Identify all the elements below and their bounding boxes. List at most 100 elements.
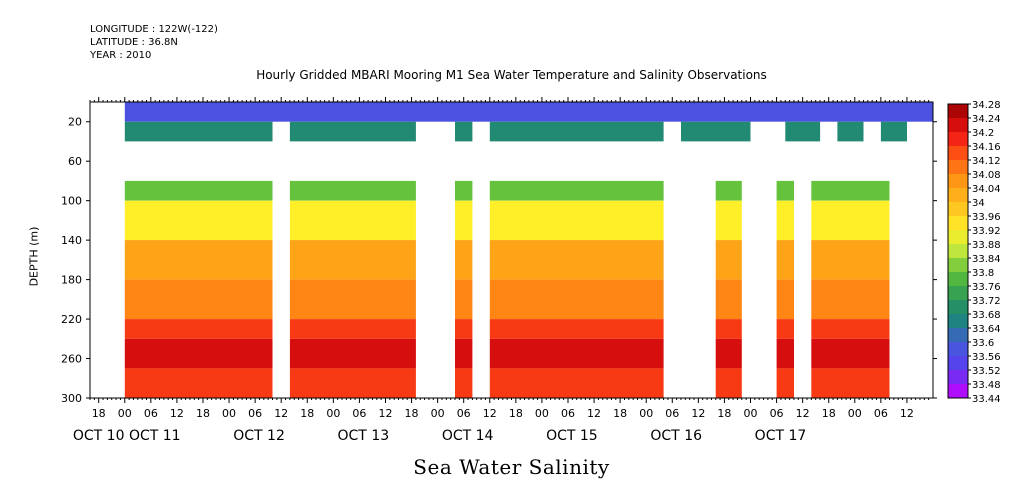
colorbar-swatch [948,328,968,343]
x-hour-label: 06 [144,407,158,420]
colorbar-label: 34 [972,198,985,209]
x-hour-label: 00 [431,407,445,420]
x-hour-label: 12 [170,407,184,420]
x-hour-label: 12 [483,407,497,420]
data-cell [715,338,742,369]
data-cell [489,180,664,201]
colorbar-label: 34.12 [972,156,1001,167]
colorbar-swatch [948,342,968,357]
data-cell [811,240,890,280]
x-date-label: OCT 13 [338,428,390,444]
data-cell [715,319,742,339]
x-hour-label: 18 [613,407,627,420]
colorbar-label: 34.04 [972,184,1001,195]
data-cell [489,368,664,398]
colorbar-swatch [948,258,968,273]
data-cell [289,121,416,142]
data-cell [455,121,473,142]
x-hour-label: 12 [274,407,288,420]
colorbar-swatch [948,286,968,301]
x-date-label: OCT 17 [755,428,807,444]
colorbar-swatch [948,230,968,245]
data-cell [289,180,416,201]
colorbar-label: 34.24 [972,114,1001,125]
data-cell [289,338,416,369]
colorbar-label: 34.16 [972,142,1001,153]
data-cell [124,121,273,142]
data-cell [489,319,664,339]
colorbar-label: 33.64 [972,324,1001,335]
y-tick-label: 180 [61,274,82,287]
x-hour-label: 18 [405,407,419,420]
x-hour-label: 18 [822,407,836,420]
colorbar-label: 33.72 [972,296,1001,307]
x-axis-title: Sea Water Salinity [413,455,610,479]
y-tick-label: 260 [61,353,82,366]
colorbar-swatch [948,160,968,175]
data-cell [124,368,273,398]
x-hour-label: 06 [352,407,366,420]
colorbar-label: 34.2 [972,128,994,139]
colorbar-label: 33.52 [972,366,1001,377]
colorbar-swatch [948,272,968,287]
colorbar-swatch [948,132,968,147]
colorbar-swatch [948,118,968,133]
colorbar-swatch [948,244,968,259]
data-cell [776,240,794,280]
colorbar-label: 33.56 [972,352,1001,363]
y-tick-label: 220 [61,313,82,326]
x-hour-label: 12 [691,407,705,420]
year-label: YEAR : 2010 [90,50,152,61]
x-hour-label: 00 [639,407,653,420]
x-hour-label: 06 [457,407,471,420]
data-cell [811,279,890,320]
data-cell [124,180,273,201]
data-cell [455,338,473,369]
colorbar-label: 33.48 [972,380,1001,391]
data-cell [811,180,890,201]
data-cell [489,240,664,280]
x-hour-label: 18 [196,407,210,420]
colorbar-label: 33.44 [972,394,1001,405]
longitude-label: LONGITUDE : 122W(-122) [90,24,218,35]
colorbar-swatch [948,300,968,315]
x-hour-label: 18 [509,407,523,420]
colorbar-label: 34.08 [972,170,1001,181]
x-date-label: OCT 11 [129,428,181,444]
data-cell [455,368,473,398]
data-cell [289,279,416,320]
colorbar-label: 33.6 [972,338,994,349]
data-cell [455,200,473,241]
data-cell [489,121,664,142]
x-hour-label: 00 [743,407,757,420]
data-cell [455,180,473,201]
x-hour-label: 12 [900,407,914,420]
data-cell [489,200,664,241]
data-cell [455,240,473,280]
data-cell [489,338,664,369]
x-hour-label: 00 [848,407,862,420]
x-date-label: OCT 16 [650,428,702,444]
y-tick-label: 140 [61,234,82,247]
data-cell [776,338,794,369]
x-date-label: OCT 15 [546,428,598,444]
x-hour-label: 06 [561,407,575,420]
data-cell [124,279,273,320]
data-cell [124,240,273,280]
x-date-label: OCT 10 [73,428,125,444]
data-cell [776,368,794,398]
data-cell [785,121,821,142]
colorbar-label: 34.28 [972,100,1001,111]
colorbar-frame [947,103,969,399]
colorbar-label: 33.96 [972,212,1001,223]
colorbar-swatch [948,202,968,217]
data-cell [880,121,907,142]
x-hour-label: 00 [535,407,549,420]
data-cell [776,180,794,201]
data-cell [455,319,473,339]
y-tick-label: 100 [61,195,82,208]
data-cell [811,338,890,369]
data-cell [289,319,416,339]
x-hour-label: 06 [665,407,679,420]
